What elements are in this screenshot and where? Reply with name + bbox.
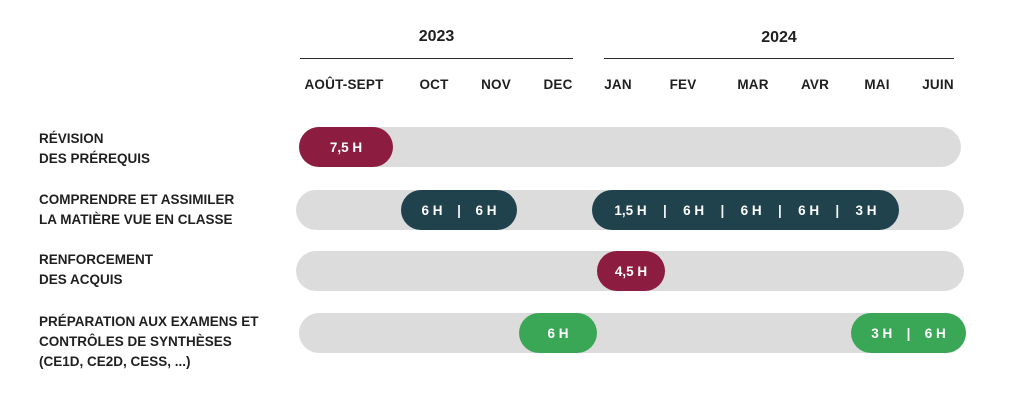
year-2023: 2023: [418, 28, 455, 45]
bar-separator: |: [720, 202, 725, 218]
month-mai: MAI: [864, 77, 890, 92]
row-label-line: LA MATIÈRE VUE EN CLASSE: [39, 212, 233, 227]
row-label-line: RENFORCEMENT: [39, 252, 153, 267]
month-fev: FEV: [669, 77, 697, 92]
row-label-renforcement: RENFORCEMENT DES ACQUIS: [39, 250, 153, 290]
bar-segment: 6 H: [683, 202, 705, 218]
timeline-track: [299, 127, 961, 167]
bar-preparation-2023: 6 H: [519, 313, 597, 353]
bar-segment: 6 H: [547, 325, 569, 341]
bar-comprendre-2023: 6 H | 6 H: [401, 190, 517, 230]
row-label-comprendre: COMPRENDRE ET ASSIMILER LA MATIÈRE VUE E…: [39, 190, 234, 230]
month-aout-sept: AOÛT-SEPT: [304, 77, 384, 92]
bar-segment: 1,5 H: [614, 202, 647, 218]
bar-separator: |: [662, 202, 667, 218]
year-2023-line: [300, 58, 573, 59]
bar-segment: 6 H: [740, 202, 762, 218]
bar-separator: |: [777, 202, 782, 218]
row-label-line: DES PRÉREQUIS: [39, 151, 151, 166]
month-jan: JAN: [604, 77, 632, 92]
bar-separator: |: [835, 202, 840, 218]
bar-renforcement: 4,5 H: [597, 251, 665, 291]
year-2024: 2024: [761, 29, 797, 46]
bar-preparation-2024: 3 H | 6 H: [851, 313, 966, 353]
bar-segment: 6 H: [475, 202, 497, 218]
month-mar: MAR: [737, 77, 769, 92]
month-oct: OCT: [419, 77, 449, 92]
bar-revision: 7,5 H: [299, 127, 393, 167]
bar-segment: 4,5 H: [614, 263, 648, 279]
month-dec: DEC: [543, 77, 573, 92]
row-label-line: RÉVISION: [39, 131, 104, 146]
year-2024-line: [604, 58, 954, 59]
bar-segment: 3 H: [871, 325, 893, 341]
bar-separator: |: [457, 202, 461, 218]
bar-separator: |: [906, 325, 911, 341]
month-juin: JUIN: [922, 77, 954, 92]
month-avr: AVR: [800, 77, 830, 92]
row-label-line: CONTRÔLES DE SYNTHÈSES: [39, 334, 232, 349]
bar-segment: 6 H: [798, 202, 820, 218]
row-label-line: DES ACQUIS: [39, 272, 123, 287]
bar-comprendre-2024: 1,5 H | 6 H | 6 H | 6 H | 3 H: [592, 190, 899, 230]
row-label-line: COMPRENDRE ET ASSIMILER: [39, 192, 235, 207]
bar-segment: 6 H: [924, 325, 946, 341]
row-label-line: (CE1D, CE2D, CESS, ...): [39, 354, 191, 369]
month-nov: NOV: [481, 77, 511, 92]
row-label-line: PRÉPARATION AUX EXAMENS ET: [39, 314, 259, 329]
row-label-preparation: PRÉPARATION AUX EXAMENS ET CONTRÔLES DE …: [39, 312, 259, 372]
row-label-revision: RÉVISION DES PRÉREQUIS: [39, 129, 150, 169]
bar-segment: 6 H: [421, 202, 443, 218]
bar-segment: 7,5 H: [329, 139, 363, 155]
bar-segment: 3 H: [855, 202, 877, 218]
